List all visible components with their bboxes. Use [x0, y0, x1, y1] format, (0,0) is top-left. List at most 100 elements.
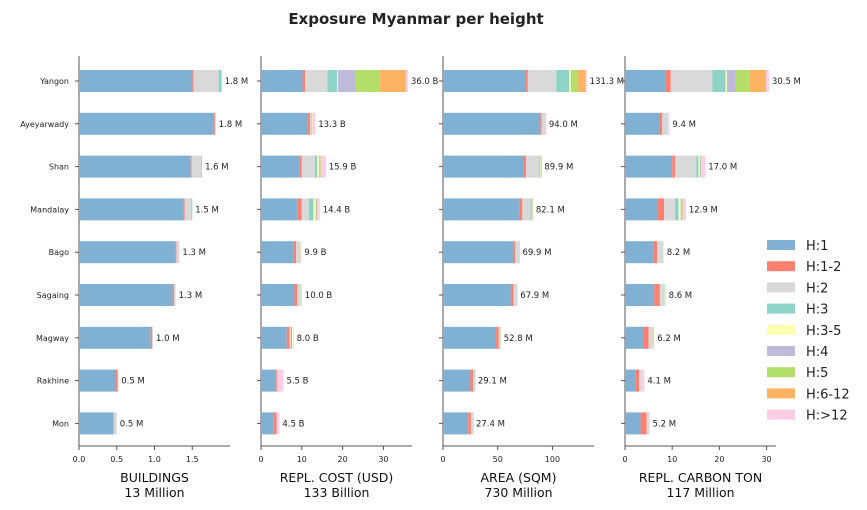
- bar-segment-h1: [443, 198, 520, 221]
- bar-segment-h12: [766, 70, 769, 92]
- bar-segment-h12: [682, 198, 686, 221]
- bar-segment-h3: [712, 70, 726, 92]
- x-tick-label: 1.0: [148, 455, 161, 464]
- bar-total-label: 6.2 M: [657, 334, 681, 344]
- y-tick-label: Mandalay: [30, 205, 69, 214]
- bar-segment-h12: [659, 112, 663, 135]
- x-axis-label: BUILDINGS: [120, 470, 189, 485]
- bar-segment-h2: [301, 198, 309, 221]
- bar-segment-h12: [540, 112, 542, 135]
- bar-segment-h2: [473, 369, 475, 392]
- bar-segment-h4: [726, 70, 736, 92]
- bar-total-label: 9.9 B: [304, 248, 326, 258]
- bar-total-label: 131.3 M: [590, 77, 624, 87]
- bar-segment-h12: [312, 112, 316, 135]
- bar-segment-h1: [261, 198, 298, 221]
- bar-segment-h35: [313, 198, 316, 221]
- bar-total-label: 1.3 M: [182, 248, 206, 258]
- x-tick-label: 100: [545, 455, 560, 464]
- bar-segment-h35: [500, 326, 502, 349]
- bar-segment-h12: [470, 369, 474, 392]
- bar-segment-h12: [405, 70, 408, 92]
- bar-segment-h3: [201, 155, 203, 178]
- x-tick-label: 10: [667, 455, 677, 464]
- bar-segment-h1: [79, 70, 193, 92]
- bar-segment-h12: [513, 241, 516, 264]
- legend-item: H:1-2: [767, 260, 841, 275]
- bar-segment-h12: [665, 70, 671, 92]
- bar-segment-h12: [300, 284, 302, 306]
- bar-segment-h35: [300, 241, 301, 264]
- bar-segment-h12: [545, 112, 547, 135]
- bar-segment-h3: [472, 412, 474, 435]
- legend-swatch: [767, 324, 795, 335]
- legend-swatch: [767, 261, 795, 272]
- bar-segment-h1: [443, 284, 511, 306]
- bar-segment-h2: [296, 241, 300, 264]
- bar-segment-h1: [79, 155, 191, 178]
- bar-segment-h35: [664, 284, 666, 306]
- bar-segment-h1: [625, 155, 673, 178]
- bar-total-label: 94.0 M: [549, 120, 578, 130]
- bar-segment-h5: [316, 198, 318, 221]
- bar-segment-h3: [675, 198, 679, 221]
- bar-segment-h12: [302, 70, 306, 92]
- bar-segment-h3: [545, 112, 546, 135]
- bar-segment-h2: [664, 198, 676, 221]
- bar-segment-h2: [117, 369, 119, 392]
- bar-segment-h5: [319, 155, 321, 178]
- bar-total-label: 1.8 M: [219, 120, 243, 130]
- bar-segment-h2: [657, 241, 663, 264]
- bar-segment-h2: [113, 412, 117, 435]
- bar-segment-h2: [498, 326, 501, 349]
- bar-segment-h1: [79, 284, 173, 306]
- bar-segment-h35: [698, 155, 701, 178]
- bar-segment-h2: [289, 326, 291, 349]
- bar-segment-h3: [662, 241, 664, 264]
- panel-total-label: 730 Million: [484, 485, 552, 500]
- bar-segment-h35: [300, 284, 302, 306]
- bar-segment-h2: [675, 155, 697, 178]
- bar-segment-h4: [338, 70, 356, 92]
- bar-segment-h1: [261, 112, 308, 135]
- legend-swatch: [767, 303, 795, 314]
- panel-4: 0 10 20 30 30.5 M 9.4 M 17.0 M 12.9 M 8.2 M 8.6 M…: [621, 56, 801, 500]
- legend-label: H:1: [806, 239, 828, 254]
- bar-total-label: 9.4 M: [672, 120, 696, 130]
- bar-total-label: 29.1 M: [478, 377, 507, 387]
- legend-item: H:3: [767, 303, 828, 318]
- bar-segment-h12: [523, 155, 527, 178]
- bar-segment-h12: [496, 326, 499, 349]
- bar-segment-h12: [642, 326, 649, 349]
- y-tick-label: Yangon: [39, 77, 69, 86]
- y-tick-label: Rakhine: [37, 377, 69, 386]
- bar-segment-h2: [470, 412, 473, 435]
- bar-segment-h1: [79, 326, 151, 349]
- bar-segment-h1: [79, 112, 214, 135]
- bar-segment-h2: [301, 155, 315, 178]
- x-axis-label: REPL. CARBON TON: [639, 470, 762, 485]
- x-tick-label: 10: [297, 455, 307, 464]
- bar-total-label: 30.5 M: [772, 77, 801, 87]
- bar-segment-h35: [678, 198, 681, 221]
- bar-total-label: 82.1 M: [536, 205, 565, 215]
- bar-segment-h612: [379, 70, 406, 92]
- bar-segment-h1: [625, 284, 655, 306]
- bar-segment-h3: [314, 155, 318, 178]
- bar-segment-h3: [474, 369, 476, 392]
- bar-segment-h12: [317, 198, 320, 221]
- bar-segment-h1: [443, 412, 469, 435]
- bar-segment-h1: [261, 369, 276, 392]
- legend-swatch: [767, 346, 795, 356]
- bar-segment-h1: [625, 412, 641, 435]
- y-tick-label: Shan: [49, 163, 69, 172]
- bar-segment-h2: [646, 412, 650, 435]
- bar-segment-h12: [635, 369, 640, 392]
- y-tick-label: Sagaing: [37, 291, 69, 300]
- bar-total-label: 89.9 M: [544, 163, 573, 173]
- legend-item: H:3-5: [767, 324, 841, 339]
- bar-segment-h12: [519, 198, 523, 221]
- legend-swatch: [767, 388, 795, 399]
- bar-segment-h3: [653, 326, 654, 349]
- bar-segment-h1: [443, 155, 524, 178]
